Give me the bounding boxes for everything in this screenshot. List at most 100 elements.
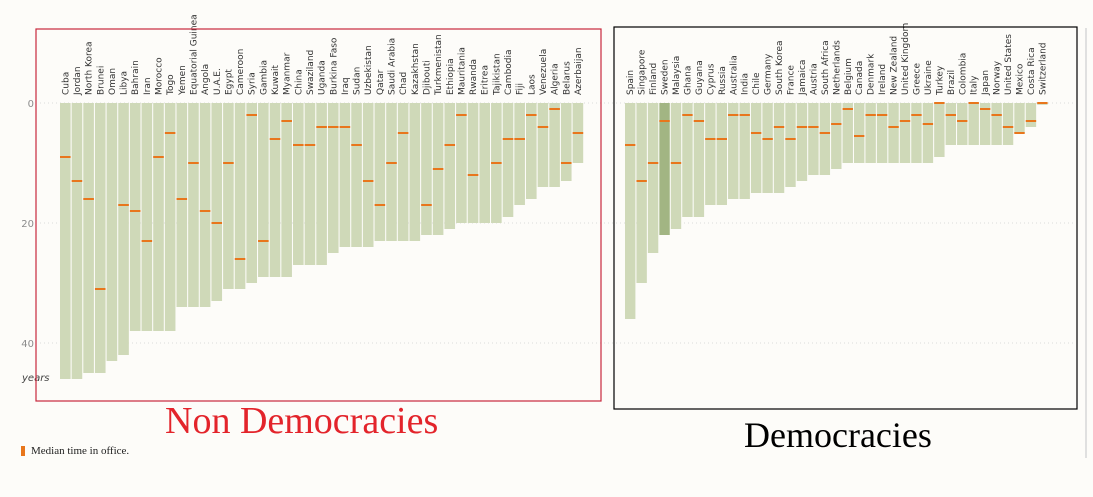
bar-cameroon (234, 103, 246, 289)
bar-jamaica (796, 103, 808, 181)
category-label: Spain (626, 70, 636, 95)
median-marker (316, 126, 327, 128)
median-marker (374, 204, 386, 206)
category-label: Saudi Arabia (388, 38, 398, 95)
bar-gambia (258, 103, 269, 277)
category-label: Chad (399, 72, 409, 95)
median-marker (785, 138, 796, 140)
category-label: Canada (855, 61, 865, 95)
median-marker (957, 120, 968, 122)
median-marker (211, 222, 223, 224)
bar-myanmar (281, 103, 292, 277)
bar-togo (164, 103, 176, 331)
median-marker (526, 114, 537, 116)
median-marker (716, 138, 727, 140)
median-marker (808, 126, 819, 128)
category-label: United Kingdom (901, 23, 911, 95)
category-label: Uganda (318, 60, 328, 95)
median-marker (991, 114, 1002, 116)
median-marker (922, 123, 934, 125)
median-marker (421, 204, 432, 206)
y-tick-label: 20 (21, 219, 34, 230)
category-label: Malaysia (672, 56, 682, 95)
category-label: Venezuela (539, 49, 549, 95)
median-marker (647, 162, 659, 164)
category-label: Syria (248, 72, 258, 95)
category-label: Cuba (61, 72, 71, 95)
median-marker (831, 123, 842, 125)
category-label: Switzerland (1038, 43, 1048, 96)
median-marker (659, 120, 670, 122)
scrollbar[interactable] (1085, 28, 1087, 458)
category-label: Rwanda (469, 59, 479, 95)
bar-finland (647, 103, 659, 253)
median-marker (304, 144, 316, 146)
median-marker (281, 120, 292, 122)
bar-mexico (1014, 103, 1025, 133)
median-marker (670, 162, 682, 164)
bar-sudan (351, 103, 362, 247)
bar-australia (728, 103, 739, 199)
median-marker (60, 156, 71, 158)
median-marker (491, 162, 502, 164)
category-label: Bahrain (131, 60, 141, 95)
bar-guyana (693, 103, 705, 217)
category-label: Ireland (878, 64, 888, 95)
category-label: Fiji (516, 83, 526, 95)
median-marker (397, 132, 409, 134)
category-label: Chile (752, 72, 762, 95)
category-label: Belarus (562, 61, 572, 95)
median-marker (819, 132, 831, 134)
median-marker (246, 114, 257, 116)
bar-cambodia (502, 103, 514, 217)
median-marker (625, 144, 636, 146)
median-marker (456, 114, 467, 116)
category-label: Norway (993, 60, 1003, 95)
category-label: Cyprus (706, 63, 716, 95)
median-marker (327, 126, 339, 128)
category-label: Yemen (178, 65, 188, 96)
bar-ethiopia (444, 103, 456, 229)
median-marker (269, 138, 281, 140)
median-marker (386, 162, 397, 164)
category-label: Mauritania (457, 47, 467, 95)
bar-syria (246, 103, 257, 283)
category-label: Tajikistan (492, 53, 502, 96)
bar-bahrain (129, 103, 141, 331)
bar-fiji (514, 103, 525, 205)
median-marker (934, 102, 945, 104)
category-label: Burkina Faso (329, 37, 339, 95)
category-label: China (294, 69, 304, 95)
category-label: Swaziland (306, 50, 316, 95)
category-label: Laos (527, 74, 537, 95)
category-label: Jordan (73, 66, 83, 96)
category-label: South Korea (775, 40, 785, 95)
category-label: Netherlands (832, 40, 842, 95)
bar-canada (854, 103, 865, 163)
non-democracies-panel: Cuba Jordan North Korea Brunei Oman Libya Bahr… (60, 14, 584, 379)
bar-egypt (223, 103, 234, 289)
bar-norway (991, 103, 1002, 145)
median-marker (362, 180, 374, 182)
category-label: Brunei (96, 66, 106, 95)
bar-venezuela (537, 103, 549, 187)
median-marker (1002, 126, 1014, 128)
median-marker (258, 240, 269, 242)
bar-equatorial-guinea (188, 103, 199, 307)
bar-algeria (549, 103, 560, 187)
median-marker (876, 114, 888, 116)
median-marker (888, 126, 899, 128)
median-marker (1025, 120, 1037, 122)
category-label: Mexico (1016, 63, 1026, 95)
median-marker (351, 144, 362, 146)
median-marker (693, 120, 705, 122)
median-marker (762, 138, 773, 140)
category-label: Kuwait (271, 64, 281, 95)
median-marker (549, 108, 560, 110)
median-marker (968, 102, 979, 104)
bar-italy (968, 103, 979, 145)
median-marker (176, 198, 188, 200)
bar-u-a-e- (211, 103, 223, 301)
bar-laos (526, 103, 537, 199)
